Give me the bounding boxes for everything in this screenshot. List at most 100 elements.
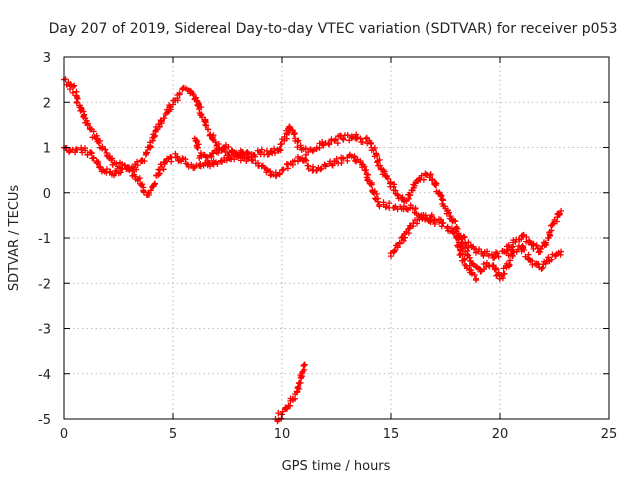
interpolated-points: [519, 242, 533, 263]
series-track-isolated: [272, 361, 308, 425]
interpolated-points: [424, 171, 434, 181]
interpolated-points: [73, 95, 88, 118]
interpolated-points: [275, 136, 285, 154]
interpolated-points: [147, 127, 159, 151]
interpolated-points: [535, 239, 550, 256]
interpolated-points: [553, 210, 563, 225]
interpolated-points: [332, 132, 344, 147]
interpolated-points: [545, 251, 559, 265]
data-point: [156, 167, 163, 174]
series-track-fragment-a: [191, 135, 246, 166]
y-tick-label: 1: [43, 142, 51, 157]
y-tick-label: -3: [38, 323, 51, 338]
data-point: [217, 158, 224, 165]
interpolated-points: [366, 179, 381, 203]
data-point: [235, 153, 242, 160]
x-tick-label: 0: [60, 427, 68, 442]
interpolated-points: [202, 159, 213, 170]
data-point: [239, 151, 246, 158]
y-axis-label: SDTVAR / TECUs: [7, 185, 22, 292]
y-tick-label: -5: [38, 413, 51, 428]
interpolated-points: [555, 249, 564, 258]
data-point: [78, 146, 85, 153]
data-point: [473, 275, 480, 282]
interpolated-points: [472, 263, 483, 272]
x-tick-label: 15: [383, 427, 400, 442]
interpolated-points: [136, 175, 151, 198]
interpolated-points: [464, 248, 476, 267]
interpolated-points: [436, 189, 448, 210]
interpolated-points: [117, 164, 131, 173]
grid-layer: [64, 57, 609, 419]
interpolated-points: [255, 160, 266, 170]
series-track-fragment-b: [387, 211, 438, 260]
interpolated-points: [485, 262, 496, 270]
interpolated-points: [510, 236, 525, 245]
interpolated-points: [476, 246, 488, 259]
interpolated-points: [392, 190, 406, 202]
data-point: [357, 135, 364, 142]
y-tick-label: 2: [43, 96, 51, 111]
x-tick-label: 5: [169, 427, 177, 442]
data-point: [348, 133, 355, 140]
interpolated-points: [349, 131, 361, 142]
data-point: [490, 262, 497, 269]
data-point: [161, 115, 168, 122]
data-point: [396, 239, 403, 246]
interpolated-points: [175, 155, 189, 165]
y-tick-label: -1: [38, 232, 51, 247]
interpolated-points: [289, 153, 301, 168]
interpolated-points: [215, 145, 228, 156]
interpolated-points: [376, 199, 389, 211]
interpolated-points: [529, 257, 542, 268]
data-point: [113, 160, 120, 167]
interpolated-points: [267, 145, 278, 157]
interpolated-points: [287, 395, 298, 409]
interpolated-points: [101, 166, 114, 176]
series-track-fragment-c: [453, 234, 480, 284]
data-point: [431, 216, 438, 223]
interpolated-points: [322, 158, 336, 170]
interpolated-points: [358, 134, 371, 147]
interpolated-points: [305, 163, 320, 174]
chart-title: Day 207 of 2019, Sidereal Day-to-day VTE…: [49, 21, 618, 37]
data-point: [301, 361, 308, 368]
interpolated-points: [176, 84, 187, 97]
interpolated-points: [87, 126, 101, 145]
interpolated-points: [300, 145, 310, 158]
interpolated-points: [286, 123, 298, 138]
interpolated-points: [528, 240, 541, 252]
data-point: [174, 153, 181, 160]
interpolated-points: [272, 169, 283, 180]
data-point: [409, 187, 416, 194]
y-tick-label: -2: [38, 277, 51, 292]
data-point: [558, 207, 565, 214]
y-tick-label: 3: [43, 51, 51, 66]
interpolated-points: [206, 147, 218, 166]
x-tick-label: 25: [601, 427, 618, 442]
interpolated-points: [279, 404, 290, 415]
interpolated-points: [201, 151, 210, 161]
interpolated-points: [371, 144, 383, 169]
interpolated-points: [196, 104, 210, 129]
interpolated-points: [461, 255, 473, 272]
interpolated-points: [545, 218, 558, 241]
interpolated-points: [350, 153, 361, 165]
data-points: [61, 76, 565, 425]
interpolated-points: [398, 229, 412, 244]
interpolated-points: [244, 153, 256, 164]
axis-ticks: 0 5 10 15 20 25 -5 -4 -3 -2 -1 0 1 2 3: [38, 51, 617, 442]
data-point: [558, 248, 565, 255]
x-axis-label: GPS time / hours: [282, 459, 391, 474]
interpolated-points: [386, 200, 397, 211]
interpolated-points: [205, 126, 220, 149]
interpolated-points: [167, 150, 179, 165]
data-point: [374, 198, 381, 205]
interpolated-points: [231, 147, 245, 159]
interpolated-points: [190, 91, 202, 109]
interpolated-points: [503, 247, 516, 270]
interpolated-points: [316, 138, 327, 151]
x-tick-label: 10: [274, 427, 291, 442]
